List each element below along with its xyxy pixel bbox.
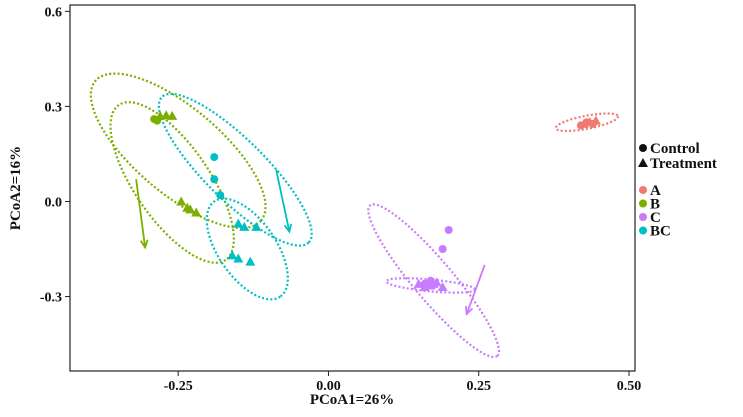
point-bc-treatment xyxy=(233,253,244,263)
y-tick-label: -0.3 xyxy=(40,291,62,306)
legend-dot-icon xyxy=(639,226,647,235)
point-c-control xyxy=(444,225,453,234)
legend-item-a: A xyxy=(639,183,661,199)
ellipse-bc xyxy=(205,197,289,301)
legend-label: A xyxy=(650,183,661,199)
x-axis-ticks: -0.25 0.00 0.25 0.50 xyxy=(164,371,642,394)
ellipse-c xyxy=(367,203,501,359)
x-tick-label: -0.25 xyxy=(164,379,193,394)
point-c-treatment xyxy=(437,282,448,292)
legend-item-b: B xyxy=(639,197,660,213)
point-bc-treatment xyxy=(233,218,244,228)
y-tick-label: 0.0 xyxy=(45,195,63,210)
legend-label: C xyxy=(650,210,661,226)
point-c-treatment xyxy=(413,278,424,288)
y-tick-label: 0.6 xyxy=(45,5,63,20)
point-c-treatment xyxy=(428,278,439,288)
plot-panel xyxy=(69,4,636,372)
x-tick-label: 0.50 xyxy=(617,379,642,394)
arrow-c xyxy=(465,264,486,316)
point-b-treatment xyxy=(167,110,178,120)
point-bc-treatment xyxy=(251,221,262,231)
confidence-ellipses xyxy=(89,72,620,359)
arrow-bc xyxy=(275,169,293,234)
point-bc-control xyxy=(210,175,219,184)
data-points xyxy=(150,110,601,292)
y-axis-ticks: 0.6 0.3 0.0 -0.3 xyxy=(40,5,70,306)
y-tick-label: 0.3 xyxy=(45,100,63,115)
x-tick-label: 0.25 xyxy=(466,379,491,394)
legend-dot-icon xyxy=(639,213,647,221)
point-bc-control xyxy=(210,153,219,162)
point-c-control xyxy=(438,245,447,253)
legend-triangle-icon xyxy=(638,158,648,167)
arrow-b xyxy=(135,179,149,250)
y-axis-title: PCoA2=16% xyxy=(8,146,24,230)
legend-item-c: C xyxy=(639,210,661,226)
point-bc-control xyxy=(216,191,225,200)
ellipse-b xyxy=(109,101,235,264)
legend-label: B xyxy=(650,197,660,213)
ellipse-bc xyxy=(157,92,313,247)
legend-dot-icon xyxy=(639,186,647,194)
ellipse-a xyxy=(554,112,620,133)
point-b-treatment xyxy=(176,196,187,206)
point-b-treatment xyxy=(161,110,172,120)
x-axis-title: PCoA1=26% xyxy=(310,392,394,408)
legend-label: Treatment xyxy=(650,156,717,172)
point-bc-treatment xyxy=(245,256,256,266)
direction-arrows xyxy=(135,169,486,316)
point-a-treatment xyxy=(590,115,601,125)
legend-item-treatment: Treatment xyxy=(638,156,717,172)
legend-label: BC xyxy=(650,224,671,240)
point-b-treatment xyxy=(191,207,202,217)
point-b-treatment xyxy=(185,204,196,214)
x-tick-label: 0.00 xyxy=(316,379,341,394)
legend-item-control: Control xyxy=(639,141,700,157)
legend-circle-icon xyxy=(639,144,647,152)
legend-label: Control xyxy=(650,141,700,157)
legend-dot-icon xyxy=(639,199,647,208)
point-bc-treatment xyxy=(227,250,238,260)
legend-item-bc: BC xyxy=(639,224,671,240)
point-bc-treatment xyxy=(239,221,250,231)
